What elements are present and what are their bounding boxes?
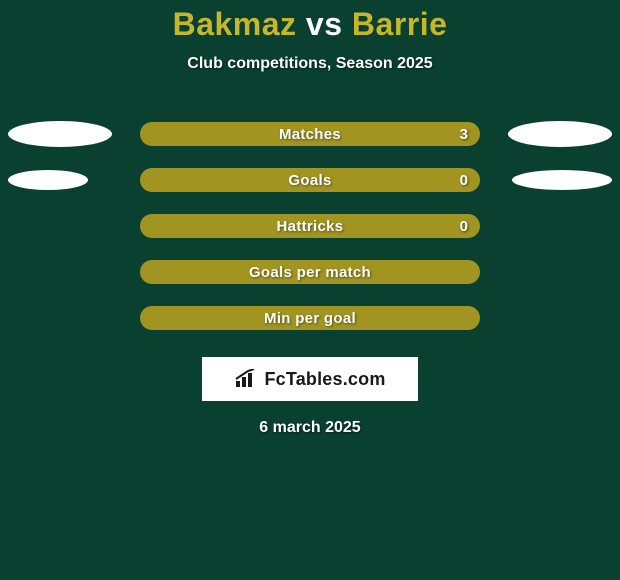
ellipse-left (8, 170, 88, 190)
title-player2: Barrie (352, 6, 448, 42)
stat-label: Matches (279, 126, 341, 143)
date-text: 6 march 2025 (0, 419, 620, 437)
bar-chart-icon (234, 369, 258, 389)
stat-value: 0 (460, 218, 468, 235)
branding-box: FcTables.com (202, 357, 418, 401)
title-player1: Bakmaz (173, 6, 297, 42)
stat-row: Matches 3 (0, 111, 620, 157)
stat-bar: Hattricks 0 (140, 214, 480, 238)
stat-label: Goals (288, 172, 331, 189)
stat-label: Goals per match (249, 264, 371, 281)
stat-row: Goals 0 (0, 157, 620, 203)
stat-bar: Min per goal (140, 306, 480, 330)
stat-row: Hattricks 0 (0, 203, 620, 249)
stat-row: Goals per match (0, 249, 620, 295)
stat-value: 0 (460, 172, 468, 189)
stats-rows: Matches 3 Goals 0 Hattricks 0 Goals per match M… (0, 111, 620, 341)
stat-label: Min per goal (264, 310, 356, 327)
stat-bar: Matches 3 (140, 122, 480, 146)
ellipse-right (512, 170, 612, 190)
stat-bar: Goals 0 (140, 168, 480, 192)
comparison-infographic: Bakmaz vs Barrie Club competitions, Seas… (0, 0, 620, 580)
page-title: Bakmaz vs Barrie (0, 0, 620, 43)
title-vs: vs (306, 6, 343, 42)
stat-label: Hattricks (277, 218, 344, 235)
branding-text: FcTables.com (264, 369, 385, 390)
stat-row: Min per goal (0, 295, 620, 341)
stat-value: 3 (460, 126, 468, 143)
ellipse-right (508, 121, 612, 147)
ellipse-left (8, 121, 112, 147)
stat-bar: Goals per match (140, 260, 480, 284)
subtitle: Club competitions, Season 2025 (0, 55, 620, 73)
